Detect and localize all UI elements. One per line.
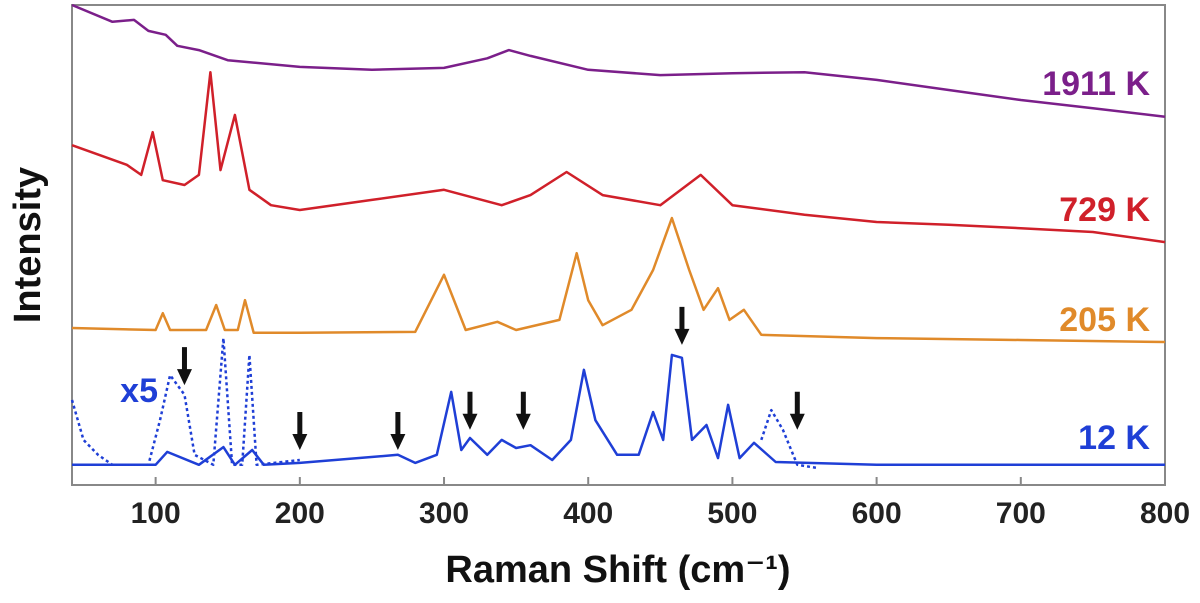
x-tick-label: 100: [131, 497, 181, 530]
x-tick-label: 600: [852, 497, 902, 530]
arrow: [515, 391, 531, 430]
y-axis-label: Intensity: [7, 167, 49, 323]
x-tick-label: 200: [275, 497, 325, 530]
series-line: [71, 216, 1166, 344]
plot-frame: [71, 4, 1166, 486]
series-line: [71, 3, 1166, 119]
series-line: [72, 353, 1165, 467]
series-label: x5: [120, 372, 158, 410]
x-tick-label: 400: [563, 497, 613, 530]
arrow: [292, 411, 308, 450]
arrow: [176, 347, 192, 386]
series-line: [70, 336, 820, 470]
arrow: [789, 391, 805, 430]
arrow: [674, 306, 690, 345]
x-tick-label: 300: [419, 497, 469, 530]
x-tick-label: 800: [1140, 497, 1190, 530]
series-label: 1911 K: [1042, 65, 1150, 103]
x-tick-label: 500: [707, 497, 757, 530]
series-line: [71, 70, 1166, 244]
series-label: 729 K: [1059, 191, 1150, 229]
arrow: [462, 391, 478, 430]
arrow: [390, 411, 406, 450]
series-label: 205 K: [1059, 301, 1150, 339]
series-label: 12 K: [1078, 419, 1150, 457]
x-axis-label: Raman Shift (cm⁻¹): [445, 549, 790, 591]
x-tick-label: 700: [996, 497, 1046, 530]
